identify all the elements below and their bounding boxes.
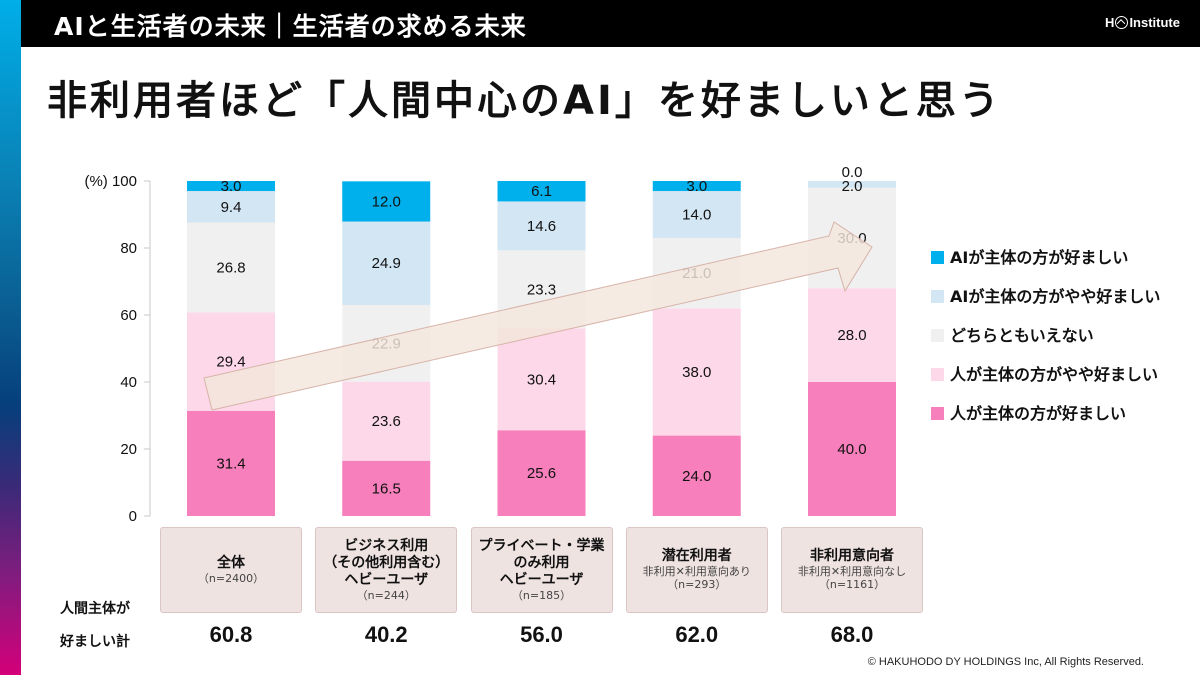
legend-label: AIが主体の方がやや好ましい bbox=[950, 287, 1160, 306]
bar-value-label: 28.0 bbox=[837, 327, 866, 344]
logo-a-ring-icon bbox=[1115, 16, 1129, 29]
category-box: プライベート・学業 のみ利用 ヘビーユーザ （n=185） bbox=[470, 527, 613, 613]
bar-value-label: 14.6 bbox=[527, 218, 556, 235]
bar-segment-human_somewhat bbox=[652, 308, 741, 436]
bar-value-label: 23.6 bbox=[372, 413, 401, 430]
category-name: 潜在利用者 bbox=[661, 548, 732, 565]
summary-value: 62.0 bbox=[675, 622, 719, 647]
legend-swatch bbox=[931, 329, 944, 342]
bar-value-label: 26.8 bbox=[216, 259, 245, 276]
y-tick-label: 40 bbox=[120, 374, 137, 391]
bar-segment-human_prefer bbox=[808, 382, 896, 516]
category-sample-size: （n=293） bbox=[667, 578, 727, 592]
category-name: ビジネス利用 bbox=[344, 538, 429, 555]
bar-value-label: 24.0 bbox=[682, 468, 711, 485]
category-box: 非利用意向者 非利用✕利用意向なし （n=1161） bbox=[781, 527, 923, 613]
bar-segment-ai_prefer bbox=[342, 181, 431, 222]
legend-label: AIが主体の方が好ましい bbox=[950, 248, 1128, 267]
bar-value-label: 40.0 bbox=[837, 441, 866, 458]
legend-swatch bbox=[931, 290, 944, 303]
category-name: 全体 bbox=[217, 555, 245, 571]
bar-segment-ai_prefer bbox=[187, 181, 275, 192]
bar-segment-ai_somewhat bbox=[187, 191, 275, 223]
summary-value: 60.8 bbox=[209, 622, 253, 647]
bar-segment-human_somewhat bbox=[497, 328, 586, 431]
y-axis: 0 20 40 60 80 (%) 100 bbox=[84, 173, 151, 525]
bar-segment-ai_somewhat bbox=[497, 201, 586, 251]
summary-value: 56.0 bbox=[520, 622, 563, 647]
legend-label: 人が主体の方が好ましい bbox=[950, 404, 1126, 423]
trend-arrow-icon bbox=[203, 221, 873, 411]
hai-institute-logo: H Institute bbox=[1105, 15, 1180, 30]
category-name: ヘビーユーザ bbox=[499, 571, 584, 588]
summary-value: 68.0 bbox=[830, 622, 874, 647]
bar-value-label: 6.1 bbox=[531, 183, 552, 200]
bar-value-label: 24.9 bbox=[372, 255, 401, 272]
bar-segment-human_prefer bbox=[652, 435, 741, 516]
bar-value-label: 2.0 bbox=[842, 178, 863, 195]
y-tick-label: 60 bbox=[120, 307, 137, 324]
y-tick-label: 20 bbox=[120, 441, 137, 458]
category-name: プライベート・学業 bbox=[478, 538, 605, 555]
category-box: 全体 （n=2400） bbox=[160, 527, 302, 613]
legend-swatch bbox=[931, 251, 944, 264]
category-box: 潜在利用者 非利用✕利用意向あり （n=293） bbox=[625, 527, 768, 613]
bar-segment-human_prefer bbox=[497, 430, 586, 516]
bar-segment-ai_prefer bbox=[652, 181, 741, 192]
bar-value-label: 38.0 bbox=[682, 364, 711, 381]
summary-label-line2: 好ましい計 bbox=[60, 634, 130, 650]
y-tick-label: 0 bbox=[129, 508, 137, 525]
bar-value-label: 30.4 bbox=[527, 371, 556, 388]
bar-segment-ai_somewhat bbox=[808, 181, 896, 188]
bar-value-label: 12.0 bbox=[372, 193, 401, 210]
logo-prefix: H bbox=[1105, 15, 1115, 30]
bar-value-label: 0.0 bbox=[842, 164, 863, 181]
trend-arrow-layer bbox=[203, 221, 873, 411]
bar-segment-human_prefer bbox=[342, 460, 431, 516]
bar-segment-ai_prefer bbox=[497, 181, 586, 202]
legend-label: どちらともいえない bbox=[950, 326, 1094, 345]
category-sample-size: （n=2400） bbox=[197, 571, 265, 585]
bar-value-label: 14.0 bbox=[682, 207, 711, 224]
header-title: AIと生活者の未来｜生活者の求める未来 bbox=[54, 12, 527, 41]
category-name: 非利用意向者 bbox=[810, 548, 894, 565]
legend-swatch bbox=[931, 407, 944, 420]
category-subtitle: 非利用✕利用意向あり bbox=[642, 565, 751, 579]
bar-value-label: 9.4 bbox=[221, 199, 242, 216]
bar-value-label: 29.4 bbox=[216, 354, 245, 371]
bar-value-label: 16.5 bbox=[372, 480, 401, 497]
page-title: 非利用者ほど「人間中心のAI」を好ましいと思う bbox=[47, 78, 1002, 124]
header-bar: AIと生活者の未来｜生活者の求める未来 H Institute bbox=[21, 0, 1200, 47]
bar-segment-ai_somewhat bbox=[342, 221, 431, 305]
bar-segment-human_prefer bbox=[187, 410, 275, 516]
category-name: ヘビーユーザ bbox=[344, 571, 429, 588]
bar-value-label: 23.3 bbox=[527, 281, 556, 298]
category-name: （その他利用含む） bbox=[323, 555, 450, 571]
y-tick-label: (%) 100 bbox=[84, 173, 137, 190]
y-tick-label: 80 bbox=[120, 240, 137, 257]
category-name: のみ利用 bbox=[513, 555, 570, 571]
legend-swatch bbox=[931, 368, 944, 381]
summary-value: 40.2 bbox=[364, 622, 408, 647]
category-sample-size: （n=244） bbox=[356, 588, 416, 602]
bar-value-label: 3.0 bbox=[221, 178, 242, 195]
bar-segment-neutral bbox=[187, 222, 275, 313]
category-box: ビジネス利用 （その他利用含む） ヘビーユーザ （n=244） bbox=[315, 527, 458, 613]
copyright: © HAKUHODO DY HOLDINGS Inc, All Rights R… bbox=[867, 656, 1144, 668]
category-sample-size: （n=1161） bbox=[818, 578, 886, 592]
bar-segment-ai_somewhat bbox=[652, 191, 741, 238]
bar-segment-human_somewhat bbox=[808, 288, 896, 382]
side-gradient-strip bbox=[0, 0, 21, 675]
bar-value-label: 31.4 bbox=[216, 455, 245, 472]
logo-suffix: Institute bbox=[1129, 15, 1180, 30]
category-subtitle: 非利用✕利用意向なし bbox=[797, 565, 907, 579]
bar-value-label: 3.0 bbox=[686, 178, 707, 195]
category-sample-size: （n=185） bbox=[511, 588, 572, 602]
bar-value-label: 25.6 bbox=[527, 465, 556, 482]
legend: AIが主体の方が好ましい AIが主体の方がやや好ましいどちらともいえない人が主体の… bbox=[931, 248, 1160, 423]
legend-label: 人が主体の方がやや好ましい bbox=[950, 365, 1158, 384]
bar-segment-human_somewhat bbox=[342, 381, 431, 461]
summary-label-line1: 人間主体が bbox=[60, 601, 130, 617]
